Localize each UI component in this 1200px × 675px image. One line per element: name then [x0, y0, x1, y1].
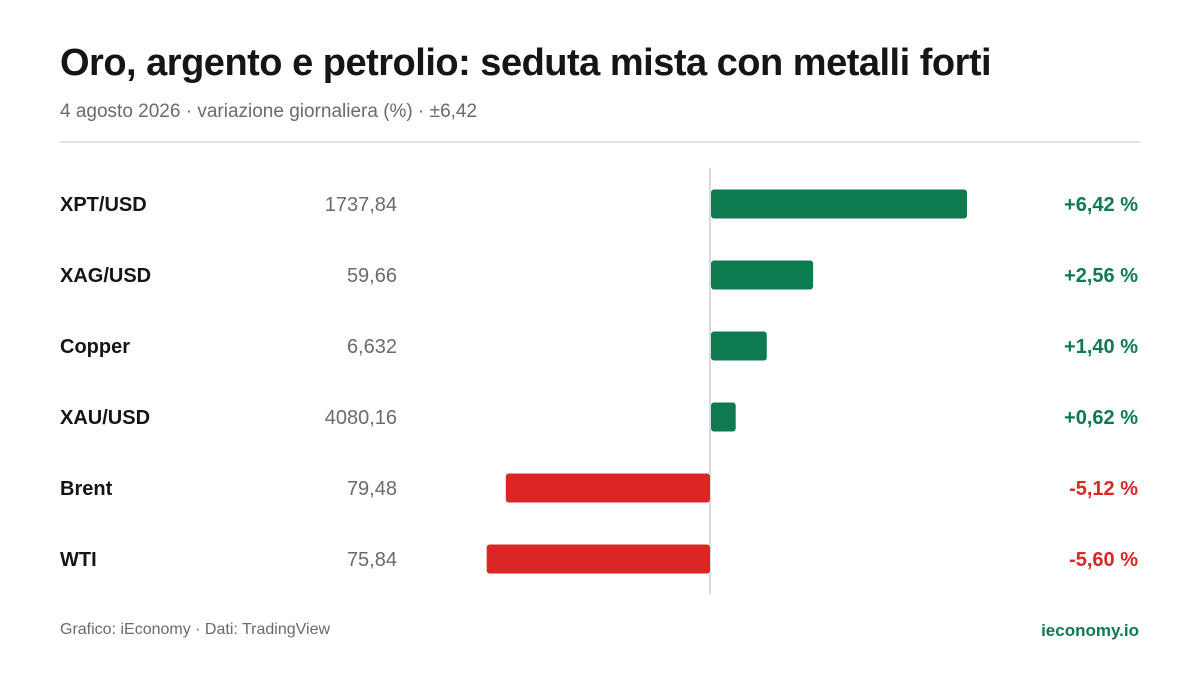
category-label: XAU/USD: [60, 407, 150, 429]
bar-copper: [711, 331, 767, 361]
category-label: XAG/USD: [60, 265, 151, 287]
change-label: -5,12 %: [1069, 478, 1138, 500]
price-label: 1737,84: [325, 194, 397, 216]
footer-source: Grafico: iEconomy · Dati: TradingView: [60, 621, 331, 638]
price-label: 59,66: [347, 265, 397, 287]
change-label: +1,40 %: [1064, 336, 1138, 358]
change-label: +6,42 %: [1064, 194, 1138, 216]
category-label: XPT/USD: [60, 194, 147, 216]
bar-wti: [486, 544, 710, 574]
price-label: 79,48: [347, 478, 397, 500]
change-label: +2,56 %: [1064, 265, 1138, 287]
change-label: -5,60 %: [1069, 549, 1138, 571]
change-label: +0,62 %: [1064, 407, 1138, 429]
price-label: 4080,16: [325, 407, 397, 429]
chart-title: Oro, argento e petrolio: seduta mista co…: [60, 42, 992, 84]
footer-brand-link[interactable]: ieconomy.io: [1041, 621, 1139, 640]
price-label: 75,84: [347, 549, 397, 571]
price-label: 6,632: [347, 336, 397, 358]
category-label: Brent: [60, 478, 113, 500]
bar-xag-usd: [711, 260, 814, 290]
bar-xau-usd: [711, 402, 736, 432]
bar-xpt-usd: [711, 189, 967, 219]
category-label: Copper: [60, 336, 130, 358]
chart-subtitle: 4 agosto 2026 · variazione giornaliera (…: [60, 101, 478, 122]
category-label: WTI: [60, 549, 97, 571]
header-divider: [60, 141, 1140, 143]
bar-brent: [505, 473, 710, 503]
